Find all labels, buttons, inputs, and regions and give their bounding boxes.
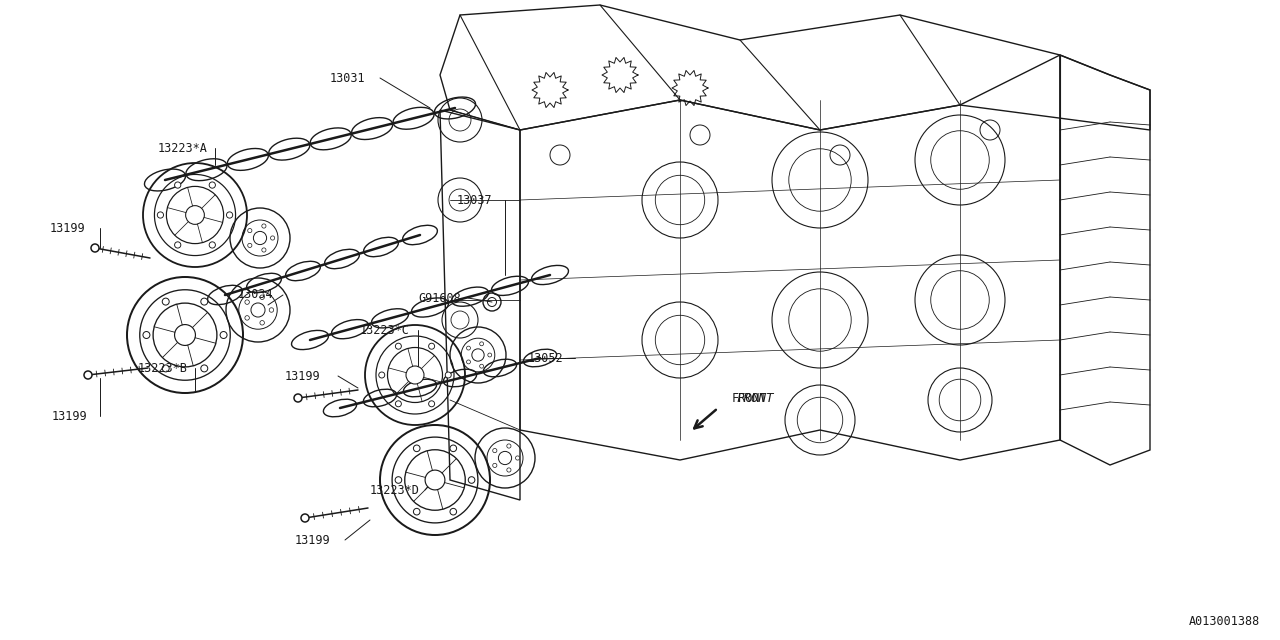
Circle shape xyxy=(451,508,457,515)
Circle shape xyxy=(244,300,250,305)
Text: 13199: 13199 xyxy=(52,410,87,422)
Text: 13199: 13199 xyxy=(294,534,330,547)
Circle shape xyxy=(413,508,420,515)
Circle shape xyxy=(174,182,180,188)
Circle shape xyxy=(468,477,475,483)
Circle shape xyxy=(143,332,150,339)
Circle shape xyxy=(163,298,169,305)
Circle shape xyxy=(301,514,308,522)
Circle shape xyxy=(413,445,420,452)
Circle shape xyxy=(466,360,471,364)
Text: 13034: 13034 xyxy=(238,289,274,301)
Text: FRONT: FRONT xyxy=(736,392,773,404)
Circle shape xyxy=(466,346,471,350)
Circle shape xyxy=(445,372,452,378)
Circle shape xyxy=(451,445,457,452)
Circle shape xyxy=(488,353,492,357)
Circle shape xyxy=(220,332,227,339)
Circle shape xyxy=(406,366,424,384)
Circle shape xyxy=(209,242,215,248)
Text: 13037: 13037 xyxy=(457,193,493,207)
Circle shape xyxy=(396,477,402,483)
Circle shape xyxy=(425,470,445,490)
Text: 13223*B: 13223*B xyxy=(138,362,188,374)
Circle shape xyxy=(429,401,435,407)
Circle shape xyxy=(248,228,252,233)
Text: 13199: 13199 xyxy=(285,369,320,383)
Text: 13223*A: 13223*A xyxy=(157,141,207,154)
Circle shape xyxy=(91,244,99,252)
Circle shape xyxy=(396,343,402,349)
Circle shape xyxy=(379,372,385,378)
Circle shape xyxy=(201,298,207,305)
Circle shape xyxy=(396,401,402,407)
Text: G91608: G91608 xyxy=(419,291,461,305)
Circle shape xyxy=(260,321,265,325)
Circle shape xyxy=(174,324,196,346)
Circle shape xyxy=(269,308,274,312)
Circle shape xyxy=(262,248,266,252)
Circle shape xyxy=(84,371,92,379)
Circle shape xyxy=(507,468,511,472)
Text: 13199: 13199 xyxy=(50,221,86,234)
Circle shape xyxy=(498,451,512,465)
Text: A013001388: A013001388 xyxy=(1189,615,1260,628)
Circle shape xyxy=(480,342,484,346)
Circle shape xyxy=(270,236,275,240)
Circle shape xyxy=(253,232,266,244)
Circle shape xyxy=(157,212,164,218)
Circle shape xyxy=(244,316,250,320)
Circle shape xyxy=(493,463,497,467)
Circle shape xyxy=(209,182,215,188)
Circle shape xyxy=(251,303,265,317)
Text: 13052: 13052 xyxy=(529,351,563,365)
Circle shape xyxy=(507,444,511,448)
Circle shape xyxy=(201,365,207,372)
Circle shape xyxy=(480,364,484,368)
Circle shape xyxy=(294,394,302,402)
Circle shape xyxy=(260,295,265,300)
Circle shape xyxy=(516,456,520,460)
Text: 13223*D: 13223*D xyxy=(370,483,420,497)
Circle shape xyxy=(248,243,252,248)
Circle shape xyxy=(227,212,233,218)
Circle shape xyxy=(163,365,169,372)
Text: 13223*C: 13223*C xyxy=(360,323,410,337)
Circle shape xyxy=(262,224,266,228)
Circle shape xyxy=(186,205,205,225)
Circle shape xyxy=(429,343,435,349)
Circle shape xyxy=(472,349,484,361)
Text: 13031: 13031 xyxy=(330,72,366,84)
Circle shape xyxy=(493,449,497,452)
Text: FRONT: FRONT xyxy=(732,392,768,404)
Circle shape xyxy=(174,242,180,248)
